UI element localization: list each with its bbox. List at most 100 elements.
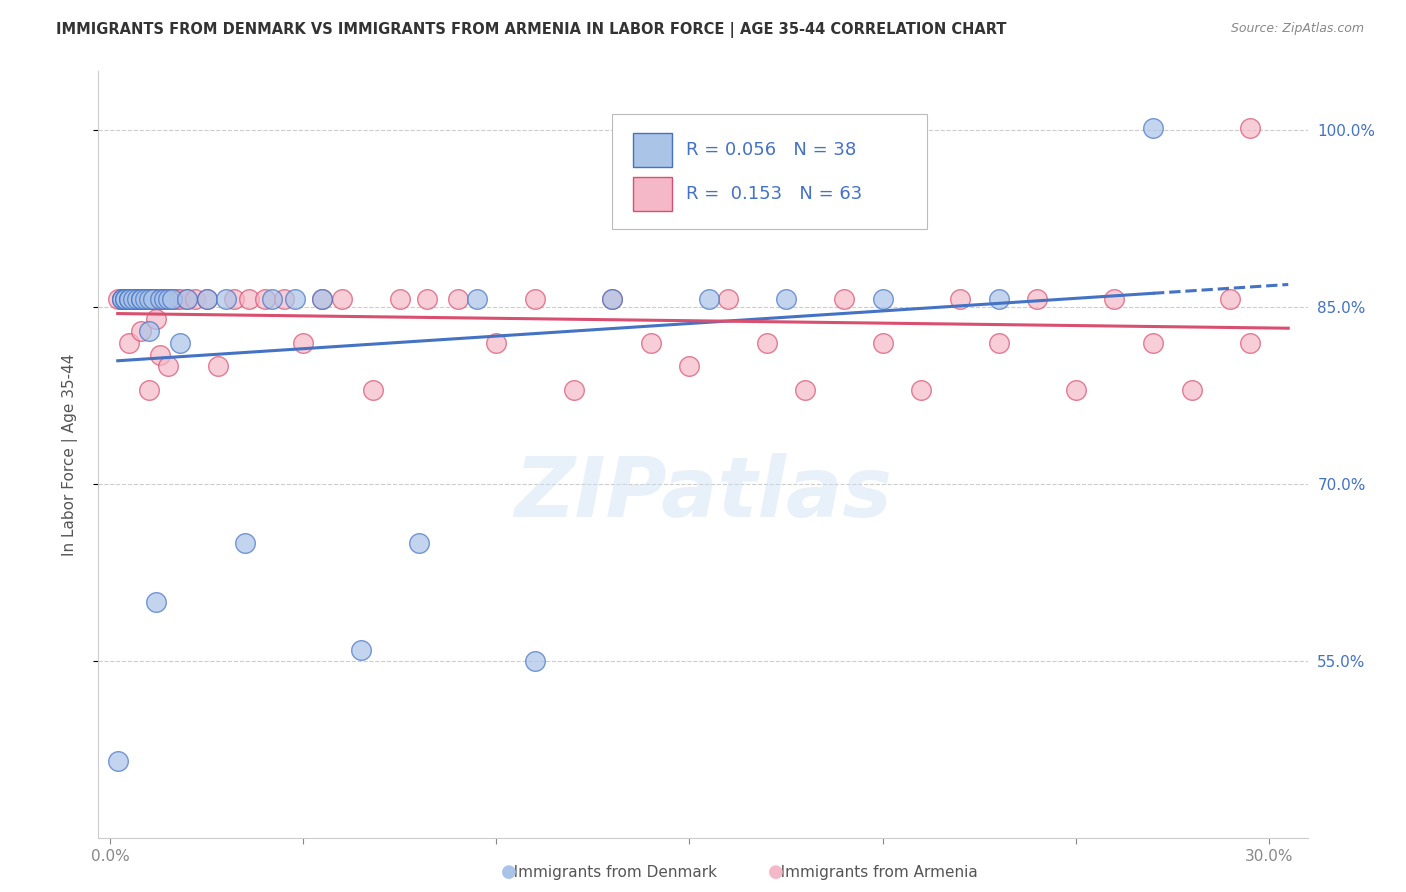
Point <box>114 292 136 306</box>
Point <box>1239 335 1261 350</box>
Bar <box>633 178 672 211</box>
Point <box>207 359 229 374</box>
Point <box>678 359 700 374</box>
Point <box>262 292 284 306</box>
Point <box>118 292 141 306</box>
Point <box>253 292 276 306</box>
Point <box>987 335 1010 350</box>
Point <box>1239 121 1261 136</box>
Point <box>1064 383 1087 397</box>
Point <box>107 754 129 768</box>
Point <box>165 292 187 306</box>
Point <box>114 292 136 306</box>
Point <box>118 335 141 350</box>
Point <box>169 292 191 306</box>
Point <box>949 292 972 306</box>
Text: Immigrants from Denmark: Immigrants from Denmark <box>499 865 717 880</box>
Point <box>794 383 817 397</box>
Point <box>416 292 439 306</box>
Point <box>717 292 740 306</box>
Point <box>284 292 307 306</box>
Point <box>107 292 129 306</box>
Point <box>145 595 167 609</box>
Point <box>145 292 167 306</box>
Point <box>755 335 778 350</box>
Point <box>1181 383 1204 397</box>
Point <box>138 324 160 338</box>
Point <box>129 292 152 306</box>
Point <box>145 312 167 326</box>
Point <box>562 383 585 397</box>
Point <box>600 292 623 306</box>
Point <box>872 292 894 306</box>
Text: R = 0.056   N = 38: R = 0.056 N = 38 <box>686 141 856 160</box>
Point <box>125 292 148 306</box>
Point <box>138 383 160 397</box>
Text: ZIPatlas: ZIPatlas <box>515 453 891 533</box>
Point <box>273 292 295 306</box>
Point <box>176 292 198 306</box>
Point <box>1142 335 1164 350</box>
Point <box>149 348 172 362</box>
Point <box>775 292 797 306</box>
Text: Source: ZipAtlas.com: Source: ZipAtlas.com <box>1230 22 1364 36</box>
Point <box>523 655 546 669</box>
Point <box>872 335 894 350</box>
Point <box>408 536 430 550</box>
Point <box>153 292 176 306</box>
Point <box>125 292 148 306</box>
FancyBboxPatch shape <box>613 113 927 228</box>
Point <box>176 292 198 306</box>
Point <box>141 292 163 306</box>
Point <box>361 383 384 397</box>
Point <box>195 292 218 306</box>
Text: R =  0.153   N = 63: R = 0.153 N = 63 <box>686 186 862 203</box>
Point <box>195 292 218 306</box>
Point <box>138 292 160 306</box>
Y-axis label: In Labor Force | Age 35-44: In Labor Force | Age 35-44 <box>62 354 77 556</box>
Point <box>600 292 623 306</box>
Text: ●: ● <box>768 863 783 881</box>
Point <box>233 536 256 550</box>
Point <box>134 292 156 306</box>
Point <box>1219 292 1241 306</box>
Point <box>138 292 160 306</box>
Point <box>311 292 333 306</box>
Point <box>485 335 508 350</box>
Point <box>110 292 132 306</box>
Point <box>149 292 172 306</box>
Point <box>160 292 183 306</box>
Point <box>523 292 546 306</box>
Point <box>640 335 662 350</box>
Point <box>330 292 353 306</box>
Bar <box>633 134 672 168</box>
Point <box>110 292 132 306</box>
Point <box>110 292 132 306</box>
Point <box>350 642 373 657</box>
Point <box>465 292 488 306</box>
Point <box>184 292 207 306</box>
Point <box>156 292 179 306</box>
Point <box>832 292 855 306</box>
Point <box>1104 292 1126 306</box>
Point <box>987 292 1010 306</box>
Point <box>910 383 932 397</box>
Point <box>215 292 238 306</box>
Point <box>118 292 141 306</box>
Text: IMMIGRANTS FROM DENMARK VS IMMIGRANTS FROM ARMENIA IN LABOR FORCE | AGE 35-44 CO: IMMIGRANTS FROM DENMARK VS IMMIGRANTS FR… <box>56 22 1007 38</box>
Point <box>388 292 411 306</box>
Point <box>141 292 163 306</box>
Point <box>697 292 720 306</box>
Point <box>122 292 145 306</box>
Text: ●: ● <box>501 863 516 881</box>
Point <box>153 292 176 306</box>
Point <box>292 335 315 350</box>
Point <box>125 292 148 306</box>
Point <box>160 292 183 306</box>
Point <box>129 292 152 306</box>
Point <box>222 292 245 306</box>
Point <box>153 292 176 306</box>
Point <box>1142 121 1164 136</box>
Point <box>447 292 470 306</box>
Point <box>156 359 179 374</box>
